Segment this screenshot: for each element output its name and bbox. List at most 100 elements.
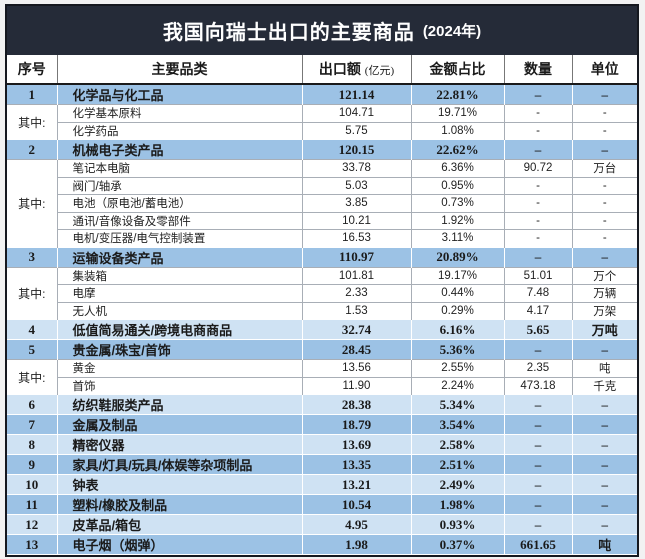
- qty-cell: -: [504, 104, 573, 122]
- unit-cell: –: [572, 454, 637, 475]
- category-cell: 化学药品: [57, 121, 303, 140]
- no-cell: 13: [7, 534, 58, 555]
- qty-cell: –: [504, 434, 573, 455]
- export-cell: 28.38: [302, 394, 412, 415]
- unit-cell: 千克: [572, 376, 637, 395]
- unit-cell: –: [572, 83, 637, 105]
- category-cell: 集装箱: [57, 266, 303, 285]
- export-cell: 13.69: [302, 434, 412, 455]
- share-cell: 1.08%: [411, 121, 505, 140]
- table-row: 其中: 黄金 13.56 2.55% 2.35 吨: [7, 359, 637, 395]
- leader-cell: 其中:: [7, 359, 58, 395]
- share-cell: 6.36%: [411, 159, 505, 177]
- no-cell: 8: [7, 434, 58, 455]
- category-cell: 机械电子类产品: [57, 139, 303, 160]
- table-row: 12 皮革品/箱包 4.95 0.93% – –: [7, 514, 637, 535]
- table-row: 其中: 化学基本原料 104.71 19.71% - -: [7, 104, 637, 140]
- qty-cell: 661.65: [504, 534, 573, 555]
- table-row: 3 运输设备类产品 110.97 20.89% – –: [7, 246, 637, 267]
- unit-cell: –: [572, 339, 637, 360]
- qty-cell: –: [504, 494, 573, 515]
- export-cell: 18.79: [302, 414, 412, 435]
- export-cell: 1.53: [302, 301, 412, 320]
- export-cell: 10.54: [302, 494, 412, 515]
- unit-cell: –: [572, 474, 637, 495]
- header-row: 序号 主要品类 出口额 (亿元) 金额占比 数量 单位: [7, 55, 637, 85]
- table-row: 其中: 笔记本电脑 33.78 6.36% 90.72 万台: [7, 159, 637, 247]
- table-row: 8 精密仪器 13.69 2.58% – –: [7, 434, 637, 455]
- unit-cell: 万架: [572, 301, 637, 320]
- export-cell: 2.33: [302, 284, 412, 302]
- leader-cell: 其中:: [7, 104, 58, 140]
- share-cell: 0.73%: [411, 194, 505, 212]
- qty-cell: -: [504, 211, 573, 230]
- category-cell: 运输设备类产品: [57, 246, 303, 267]
- no-cell: 9: [7, 454, 58, 475]
- qty-cell: 4.17: [504, 301, 573, 320]
- category-cell: 电摩: [57, 284, 303, 302]
- qty-cell: 90.72: [504, 159, 573, 177]
- share-cell: 1.92%: [411, 211, 505, 230]
- col-header-qty: 数量: [504, 55, 573, 85]
- unit-cell: 万台: [572, 159, 637, 177]
- share-cell: 0.44%: [411, 284, 505, 302]
- category-cell: 贵金属/珠宝/首饰: [57, 339, 303, 360]
- qty-cell: 5.65: [504, 319, 573, 340]
- category-cell: 化学基本原料: [57, 104, 303, 122]
- table-row: 化学药品 5.75 1.08% - -: [7, 121, 637, 140]
- qty-cell: -: [504, 176, 573, 195]
- share-cell: 3.54%: [411, 414, 505, 435]
- export-cell: 11.90: [302, 376, 412, 395]
- category-cell: 低值简易通关/跨境电商商品: [57, 319, 303, 340]
- unit-cell: 吨: [572, 534, 637, 555]
- category-cell: 纺织鞋服类产品: [57, 394, 303, 415]
- unit-cell: -: [572, 104, 637, 122]
- no-cell: 5: [7, 339, 58, 360]
- qty-cell: –: [504, 414, 573, 435]
- unit-cell: -: [572, 211, 637, 230]
- col-header-unit: 单位: [572, 55, 637, 85]
- table-row: 6 纺织鞋服类产品 28.38 5.34% – –: [7, 394, 637, 415]
- unit-cell: 万辆: [572, 284, 637, 302]
- unit-cell: –: [572, 434, 637, 455]
- share-cell: 1.98%: [411, 494, 505, 515]
- export-cell: 5.03: [302, 176, 412, 195]
- unit-cell: -: [572, 121, 637, 140]
- table-row: 其中: 集装箱 101.81 19.17% 51.01 万个: [7, 266, 637, 320]
- page-title: 我国向瑞士出口的主要商品: [162, 22, 415, 44]
- table-row: 首饰 11.90 2.24% 473.18 千克: [7, 376, 637, 395]
- no-cell: 4: [7, 319, 58, 340]
- category-cell: 精密仪器: [57, 434, 303, 455]
- category-cell: 通讯/音像设备及零部件: [57, 211, 303, 230]
- share-cell: 0.93%: [411, 514, 505, 535]
- share-cell: 22.62%: [411, 139, 505, 160]
- qty-cell: –: [504, 246, 573, 267]
- category-cell: 家具/灯具/玩具/体娱等杂项制品: [57, 454, 303, 475]
- qty-cell: –: [504, 83, 573, 105]
- export-cell: 121.14: [302, 83, 412, 105]
- unit-cell: 吨: [572, 359, 637, 377]
- share-cell: 19.71%: [411, 104, 505, 122]
- share-cell: 5.36%: [411, 339, 505, 360]
- export-cell: 104.71: [302, 104, 412, 122]
- export-cell: 5.75: [302, 121, 412, 140]
- share-cell: 0.29%: [411, 301, 505, 320]
- category-cell: 首饰: [57, 376, 303, 395]
- no-cell: 12: [7, 514, 58, 535]
- table-row: 无人机 1.53 0.29% 4.17 万架: [7, 301, 637, 320]
- table-row: 电池（原电池/蓄电池） 3.85 0.73% - -: [7, 194, 637, 212]
- qty-cell: 473.18: [504, 376, 573, 395]
- qty-cell: –: [504, 394, 573, 415]
- table-row: 10 钟表 13.21 2.49% – –: [7, 474, 637, 495]
- export-cell: 1.98: [302, 534, 412, 555]
- table-row: 电机/变压器/电气控制装置 16.53 3.11% - -: [7, 229, 637, 247]
- qty-cell: –: [504, 454, 573, 475]
- qty-cell: 2.35: [504, 359, 573, 377]
- category-cell: 塑料/橡胶及制品: [57, 494, 303, 515]
- share-cell: 19.17%: [411, 266, 505, 285]
- share-cell: 2.51%: [411, 454, 505, 475]
- category-cell: 电池（原电池/蓄电池）: [57, 194, 303, 212]
- qty-cell: -: [504, 121, 573, 140]
- share-cell: 2.49%: [411, 474, 505, 495]
- export-cell: 120.15: [302, 139, 412, 160]
